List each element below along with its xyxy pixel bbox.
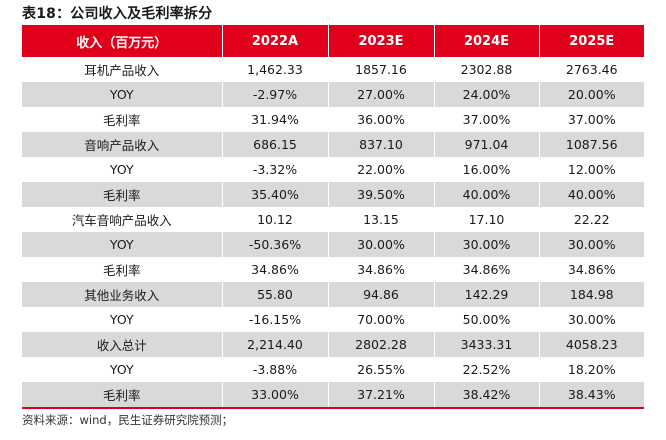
value-cell: 22.00% bbox=[328, 157, 435, 182]
value-cell: 94.86 bbox=[328, 282, 435, 307]
row-label-cell: 毛利率 bbox=[22, 182, 223, 207]
table-row: 毛利率 31.94% 36.00% 37.00% 37.00% bbox=[22, 107, 644, 132]
table-row: YOY -2.97% 27.00% 24.00% 20.00% bbox=[22, 82, 644, 107]
value-cell: 34.86% bbox=[434, 257, 540, 282]
value-cell: 39.50% bbox=[328, 182, 435, 207]
value-cell: 38.43% bbox=[539, 382, 644, 409]
row-label-cell: YOY bbox=[22, 157, 223, 182]
value-cell: 17.10 bbox=[434, 207, 540, 232]
value-cell: 37.00% bbox=[434, 107, 540, 132]
table-row: 毛利率 33.00% 37.21% 38.42% 38.43% bbox=[22, 382, 644, 409]
value-cell: 31.94% bbox=[222, 107, 329, 132]
revenue-margin-table: 收入（百万元） 2022A 2023E 2024E 2025E 耳机产品收入 1,… bbox=[22, 25, 644, 409]
value-cell: 26.55% bbox=[328, 357, 435, 382]
value-cell: 13.15 bbox=[328, 207, 435, 232]
row-label-cell: YOY bbox=[22, 357, 223, 382]
row-label-cell: 汽车音响产品收入 bbox=[22, 207, 223, 232]
table-row: YOY -16.15% 70.00% 50.00% 30.00% bbox=[22, 307, 644, 332]
value-cell: 37.21% bbox=[328, 382, 435, 409]
value-cell: 70.00% bbox=[328, 307, 435, 332]
table-title: 表18：公司收入及毛利率拆分 bbox=[22, 6, 213, 22]
row-label-cell: 毛利率 bbox=[22, 382, 223, 409]
table-row: 收入总计 2,214.40 2802.28 3433.31 4058.23 bbox=[22, 332, 644, 357]
column-header-2022a: 2022A bbox=[222, 25, 329, 57]
value-cell: 37.00% bbox=[539, 107, 644, 132]
value-cell: 2302.88 bbox=[434, 57, 540, 82]
value-cell: 34.86% bbox=[222, 257, 329, 282]
value-cell: 2,214.40 bbox=[222, 332, 329, 357]
value-cell: 33.00% bbox=[222, 382, 329, 409]
row-label-cell: 毛利率 bbox=[22, 257, 223, 282]
value-cell: -3.32% bbox=[222, 157, 329, 182]
value-cell: 2802.28 bbox=[328, 332, 435, 357]
row-label-cell: 其他业务收入 bbox=[22, 282, 223, 307]
value-cell: 30.00% bbox=[539, 232, 644, 257]
value-cell: 50.00% bbox=[434, 307, 540, 332]
value-cell: -3.88% bbox=[222, 357, 329, 382]
value-cell: 22.22 bbox=[539, 207, 644, 232]
row-label-cell: 毛利率 bbox=[22, 107, 223, 132]
value-cell: 686.15 bbox=[222, 132, 329, 157]
value-cell: 30.00% bbox=[328, 232, 435, 257]
value-cell: 18.20% bbox=[539, 357, 644, 382]
row-label-cell: 音响产品收入 bbox=[22, 132, 223, 157]
value-cell: 10.12 bbox=[222, 207, 329, 232]
value-cell: 1857.16 bbox=[328, 57, 435, 82]
value-cell: 27.00% bbox=[328, 82, 435, 107]
value-cell: 30.00% bbox=[539, 307, 644, 332]
value-cell: -50.36% bbox=[222, 232, 329, 257]
row-label-cell: YOY bbox=[22, 307, 223, 332]
row-label-cell: 收入总计 bbox=[22, 332, 223, 357]
column-header-2024e: 2024E bbox=[434, 25, 540, 57]
table-header-row: 收入（百万元） 2022A 2023E 2024E 2025E bbox=[22, 25, 644, 57]
value-cell: 2763.46 bbox=[539, 57, 644, 82]
table-row: 毛利率 34.86% 34.86% 34.86% 34.86% bbox=[22, 257, 644, 282]
source-note: 资料来源：wind，民生证券研究院预测； bbox=[22, 413, 234, 427]
value-cell: 34.86% bbox=[328, 257, 435, 282]
column-header-category: 收入（百万元） bbox=[22, 25, 223, 57]
value-cell: 1,462.33 bbox=[222, 57, 329, 82]
value-cell: 55.80 bbox=[222, 282, 329, 307]
row-label-cell: YOY bbox=[22, 232, 223, 257]
table-row: 音响产品收入 686.15 837.10 971.04 1087.56 bbox=[22, 132, 644, 157]
table-row: YOY -3.32% 22.00% 16.00% 12.00% bbox=[22, 157, 644, 182]
table-row: 耳机产品收入 1,462.33 1857.16 2302.88 2763.46 bbox=[22, 57, 644, 82]
value-cell: 35.40% bbox=[222, 182, 329, 207]
value-cell: 40.00% bbox=[434, 182, 540, 207]
table-row: 汽车音响产品收入 10.12 13.15 17.10 22.22 bbox=[22, 207, 644, 232]
value-cell: -2.97% bbox=[222, 82, 329, 107]
row-label-cell: YOY bbox=[22, 82, 223, 107]
table-row: YOY -50.36% 30.00% 30.00% 30.00% bbox=[22, 232, 644, 257]
value-cell: 971.04 bbox=[434, 132, 540, 157]
value-cell: 38.42% bbox=[434, 382, 540, 409]
value-cell: 142.29 bbox=[434, 282, 540, 307]
value-cell: 4058.23 bbox=[539, 332, 644, 357]
value-cell: 3433.31 bbox=[434, 332, 540, 357]
value-cell: 22.52% bbox=[434, 357, 540, 382]
value-cell: 34.86% bbox=[539, 257, 644, 282]
table-row: YOY -3.88% 26.55% 22.52% 18.20% bbox=[22, 357, 644, 382]
table-row: 毛利率 35.40% 39.50% 40.00% 40.00% bbox=[22, 182, 644, 207]
value-cell: 20.00% bbox=[539, 82, 644, 107]
column-header-2025e: 2025E bbox=[539, 25, 644, 57]
value-cell: 40.00% bbox=[539, 182, 644, 207]
value-cell: 837.10 bbox=[328, 132, 435, 157]
value-cell: 36.00% bbox=[328, 107, 435, 132]
table-row: 其他业务收入 55.80 94.86 142.29 184.98 bbox=[22, 282, 644, 307]
value-cell: 12.00% bbox=[539, 157, 644, 182]
value-cell: 16.00% bbox=[434, 157, 540, 182]
value-cell: 24.00% bbox=[434, 82, 540, 107]
column-header-2023e: 2023E bbox=[328, 25, 435, 57]
value-cell: 30.00% bbox=[434, 232, 540, 257]
value-cell: -16.15% bbox=[222, 307, 329, 332]
value-cell: 184.98 bbox=[539, 282, 644, 307]
row-label-cell: 耳机产品收入 bbox=[22, 57, 223, 82]
value-cell: 1087.56 bbox=[539, 132, 644, 157]
